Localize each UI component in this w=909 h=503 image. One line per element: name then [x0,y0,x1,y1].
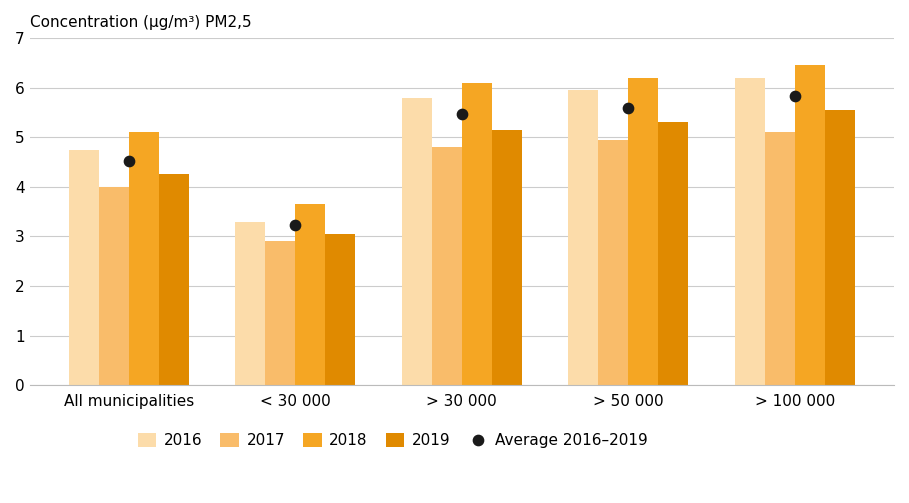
Bar [764,132,794,385]
Bar [99,187,129,385]
Bar [325,234,355,385]
Bar [824,110,854,385]
Bar [492,130,522,385]
Bar [628,78,658,385]
Bar [235,222,265,385]
Bar [658,122,688,385]
Bar [462,83,492,385]
Bar [69,150,99,385]
Legend: 2016, 2017, 2018, 2019, Average 2016–2019: 2016, 2017, 2018, 2019, Average 2016–201… [132,427,654,454]
Average 2016–2019 [454,110,469,118]
Bar [432,147,462,385]
Bar [295,204,325,385]
Average 2016–2019 [122,157,136,165]
Bar [159,175,189,385]
Bar [402,98,432,385]
Bar [265,241,295,385]
Average 2016–2019 [621,104,635,112]
Average 2016–2019 [288,221,303,229]
Average 2016–2019 [787,93,802,101]
Text: Concentration (μg/m³) PM2,5: Concentration (μg/m³) PM2,5 [30,15,251,30]
Bar [794,65,824,385]
Bar [568,90,598,385]
Bar [734,78,764,385]
Bar [598,140,628,385]
Bar [129,132,159,385]
